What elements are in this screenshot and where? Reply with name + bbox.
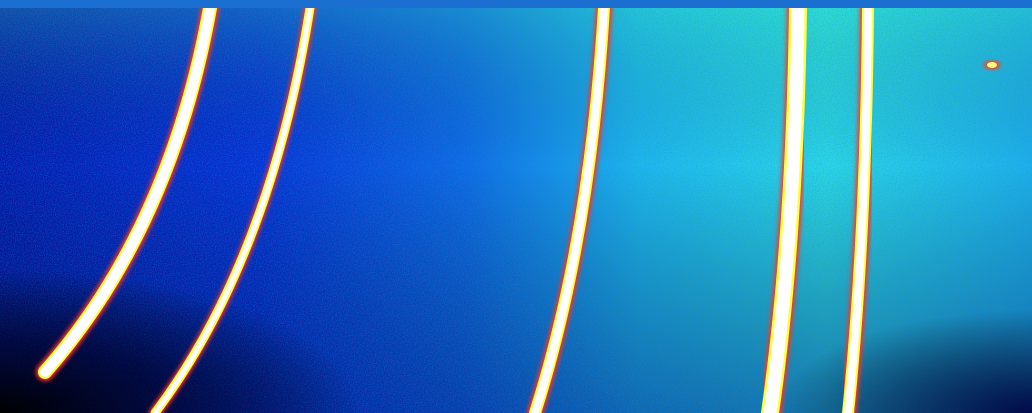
page xyxy=(0,0,1032,413)
spot xyxy=(984,60,1000,70)
spot-core xyxy=(987,62,997,68)
top-bar xyxy=(0,0,1032,8)
diffraction-image xyxy=(0,0,1032,413)
